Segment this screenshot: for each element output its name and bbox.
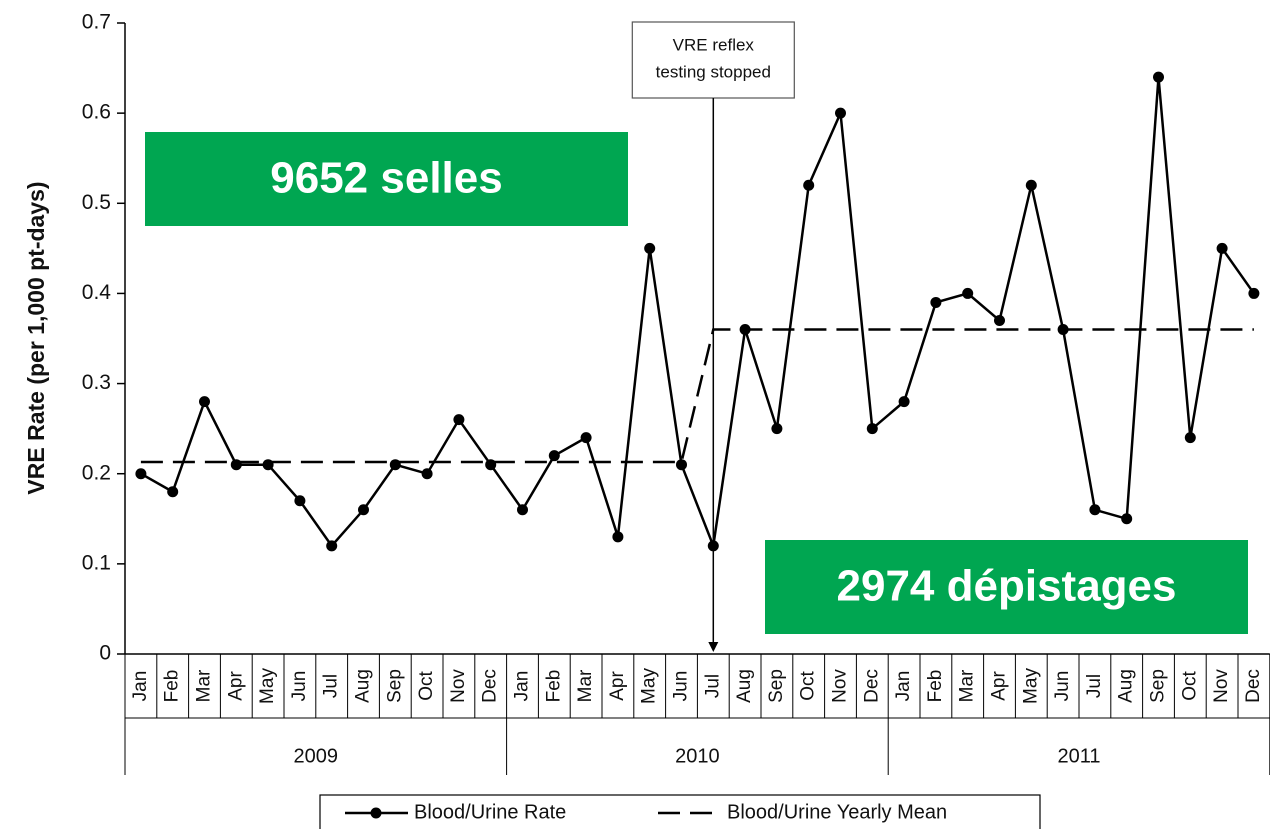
rate-point [1248, 287, 1260, 299]
x-tick-label: Apr [225, 671, 246, 701]
callout-text: 9652 selles [270, 154, 502, 203]
rate-point [199, 396, 210, 408]
x-tick-label: Feb [543, 670, 564, 703]
x-tick-label: Nov [1211, 669, 1232, 703]
x-tick-label: Nov [830, 669, 851, 703]
rate-point [930, 296, 942, 308]
rate-point [898, 396, 910, 408]
x-tick-label: Apr [989, 671, 1010, 701]
callout-box [765, 540, 1248, 634]
rate-point [866, 423, 878, 435]
x-tick-label: Sep [384, 669, 405, 703]
rate-point [962, 287, 974, 299]
rate-point [803, 179, 815, 191]
rate-point [548, 450, 560, 462]
x-tick-label: Dec [1243, 669, 1264, 703]
rate-point [453, 414, 465, 426]
rate-line [140, 76, 1255, 551]
mean-line [140, 328, 1254, 464]
x-tick-label: Jan [130, 671, 151, 702]
y-tick-label: 0.7 [82, 11, 111, 34]
year-label: 2011 [1057, 745, 1100, 767]
x-tick-label: Feb [925, 670, 946, 703]
y-tick-label: 0.5 [82, 191, 111, 214]
x-tick-label: Apr [607, 671, 628, 701]
rate-point [994, 314, 1005, 326]
rate-point [1216, 242, 1228, 254]
rate-point [326, 540, 338, 552]
callout-text: 2974 dépistages [837, 562, 1177, 611]
x-tick-label: Mar [957, 669, 978, 702]
x-tick-label: Jan [893, 671, 914, 702]
rate-point [1121, 513, 1133, 525]
annotation-box [631, 21, 795, 99]
y-tick-label: 0.3 [82, 371, 111, 394]
x-tick-label: Dec [861, 669, 882, 703]
y-tick-label: 0.2 [82, 461, 111, 484]
rate-point [580, 432, 592, 444]
x-tick-label: Jun [671, 671, 692, 702]
x-tick-label: Oct [416, 671, 437, 701]
x-tick-label: May [639, 668, 660, 704]
callout-box [145, 132, 628, 226]
legend-label: Blood/Urine Rate [414, 801, 566, 823]
y-tick-label: 0.1 [82, 551, 111, 574]
rate-point [1153, 71, 1164, 83]
annotation-arrowhead [708, 642, 719, 652]
x-tick-label: Oct [1179, 671, 1200, 701]
rate-point [358, 504, 369, 516]
rate-point [835, 107, 846, 119]
annotation-text: VRE reflex [673, 35, 755, 54]
legend-label: Blood/Urine Yearly Mean [727, 801, 947, 823]
rate-point [167, 486, 179, 498]
x-tick-label: Jun [1052, 671, 1073, 702]
x-tick-label: Dec [480, 669, 501, 703]
rate-point [644, 242, 656, 254]
rate-point [294, 495, 306, 507]
legend-marker [370, 807, 382, 819]
rate-point [612, 531, 624, 543]
y-tick-label: 0 [99, 642, 111, 665]
x-tick-label: Mar [575, 669, 596, 702]
x-tick-label: Sep [766, 669, 787, 703]
year-label: 2010 [675, 745, 720, 767]
rate-point [421, 468, 433, 480]
x-tick-label: Aug [1116, 669, 1137, 703]
rate-point [1089, 504, 1101, 516]
x-tick-label: Feb [162, 670, 183, 703]
rate-point [1025, 179, 1037, 191]
x-tick-label: Nov [448, 669, 469, 703]
rate-point [676, 459, 687, 471]
x-tick-label: Sep [1148, 669, 1169, 703]
x-tick-label: Aug [353, 669, 374, 703]
rate-point [517, 504, 528, 516]
x-tick-label: Jul [1084, 674, 1105, 698]
x-tick-label: Oct [798, 671, 819, 701]
x-tick-label: Jul [702, 674, 723, 698]
y-tick-label: 0.4 [82, 281, 112, 304]
x-tick-label: May [257, 668, 278, 704]
rate-point [135, 468, 147, 480]
x-tick-label: Jun [289, 671, 310, 702]
y-tick-label: 0.6 [82, 101, 111, 124]
rate-point [1184, 432, 1196, 444]
year-label: 2009 [294, 745, 339, 767]
x-tick-label: May [1020, 668, 1041, 704]
x-tick-label: Jan [512, 671, 533, 702]
x-tick-label: Mar [194, 669, 215, 702]
y-axis-label: VRE Rate (per 1,000 pt-days) [23, 181, 49, 494]
x-tick-label: Jul [321, 674, 342, 698]
x-tick-label: Aug [734, 669, 755, 703]
rate-point [771, 423, 783, 435]
annotation-text: testing stopped [656, 62, 771, 81]
